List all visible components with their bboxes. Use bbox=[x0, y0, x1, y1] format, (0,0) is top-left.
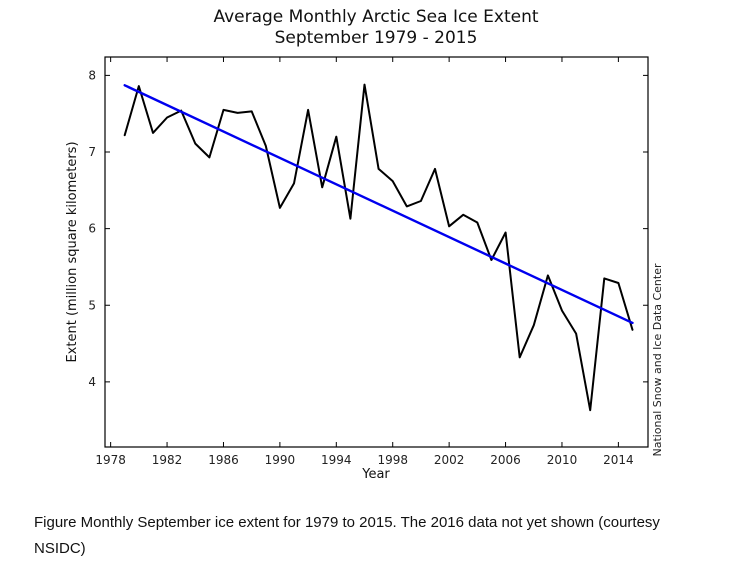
plot-border bbox=[104, 56, 649, 448]
x-tick-label: 2006 bbox=[490, 453, 521, 467]
plot-area: 1978 1982 1986 1990 1994 1998 2002 2006 2010 2014… bbox=[88, 56, 649, 467]
y-tick-label: 7 bbox=[88, 145, 96, 159]
x-tick-label: 2002 bbox=[434, 453, 465, 467]
y-tick-label: 6 bbox=[88, 222, 96, 236]
x-tick-label: 1986 bbox=[208, 453, 239, 467]
y-tick-label: 5 bbox=[88, 298, 96, 312]
series-ice-extent-line bbox=[123, 83, 634, 412]
chart-title-line2: September 1979 - 2015 bbox=[275, 28, 478, 48]
x-tick-label: 2014 bbox=[603, 453, 634, 467]
caption-line2: NSIDC) bbox=[34, 540, 86, 558]
x-axis-title: Year bbox=[361, 467, 390, 482]
figure-caption: Figure Monthly September ice extent for … bbox=[0, 486, 736, 563]
y-axis-title: Extent (million square kilometers) bbox=[65, 141, 80, 362]
x-tick-label: 2010 bbox=[547, 453, 578, 467]
credit-text: National Snow and Ice Data Center bbox=[651, 263, 664, 457]
x-tick-label: 1994 bbox=[321, 453, 352, 467]
caption-line1: Figure Monthly September ice extent for … bbox=[34, 514, 660, 531]
sea-ice-extent-chart: Average Monthly Arctic Sea Ice Extent Se… bbox=[65, 7, 664, 482]
x-tick-label: 1998 bbox=[377, 453, 408, 467]
series-trend-line bbox=[123, 84, 634, 325]
x-tick-label: 1978 bbox=[95, 453, 126, 467]
x-tick-label: 1990 bbox=[265, 453, 296, 467]
chart-title-line1: Average Monthly Arctic Sea Ice Extent bbox=[213, 7, 538, 27]
y-tick-label: 8 bbox=[88, 68, 96, 82]
x-tick-label: 1982 bbox=[152, 453, 183, 467]
y-tick-label: 4 bbox=[88, 375, 96, 389]
